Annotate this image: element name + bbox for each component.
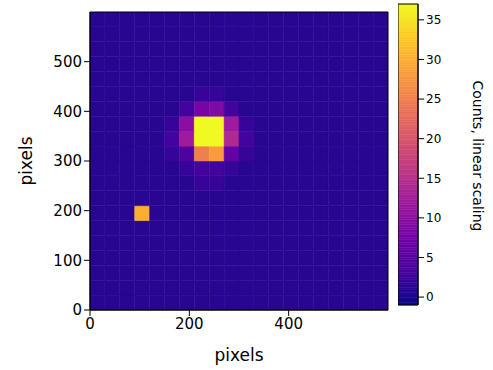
svg-text:35: 35 bbox=[426, 13, 441, 27]
svg-text:200: 200 bbox=[175, 315, 204, 333]
svg-text:200: 200 bbox=[53, 202, 82, 220]
svg-text:400: 400 bbox=[274, 315, 303, 333]
svg-text:0: 0 bbox=[72, 301, 82, 319]
svg-text:0: 0 bbox=[426, 290, 434, 304]
svg-text:15: 15 bbox=[426, 172, 441, 186]
svg-text:500: 500 bbox=[53, 53, 82, 71]
svg-text:pixels: pixels bbox=[16, 136, 36, 185]
svg-text:5: 5 bbox=[426, 251, 434, 265]
svg-text:400: 400 bbox=[53, 103, 82, 121]
svg-text:25: 25 bbox=[426, 92, 441, 106]
svg-text:300: 300 bbox=[53, 152, 82, 170]
html-text:Counts, linear scaling: Counts, linear scaling bbox=[470, 80, 486, 232]
svg-text:30: 30 bbox=[426, 53, 441, 67]
svg-text:10: 10 bbox=[426, 211, 441, 225]
svg-text:20: 20 bbox=[426, 132, 441, 146]
svg-text:100: 100 bbox=[53, 252, 82, 270]
svg-text:0: 0 bbox=[85, 315, 95, 333]
svg-text:pixels: pixels bbox=[214, 345, 263, 365]
